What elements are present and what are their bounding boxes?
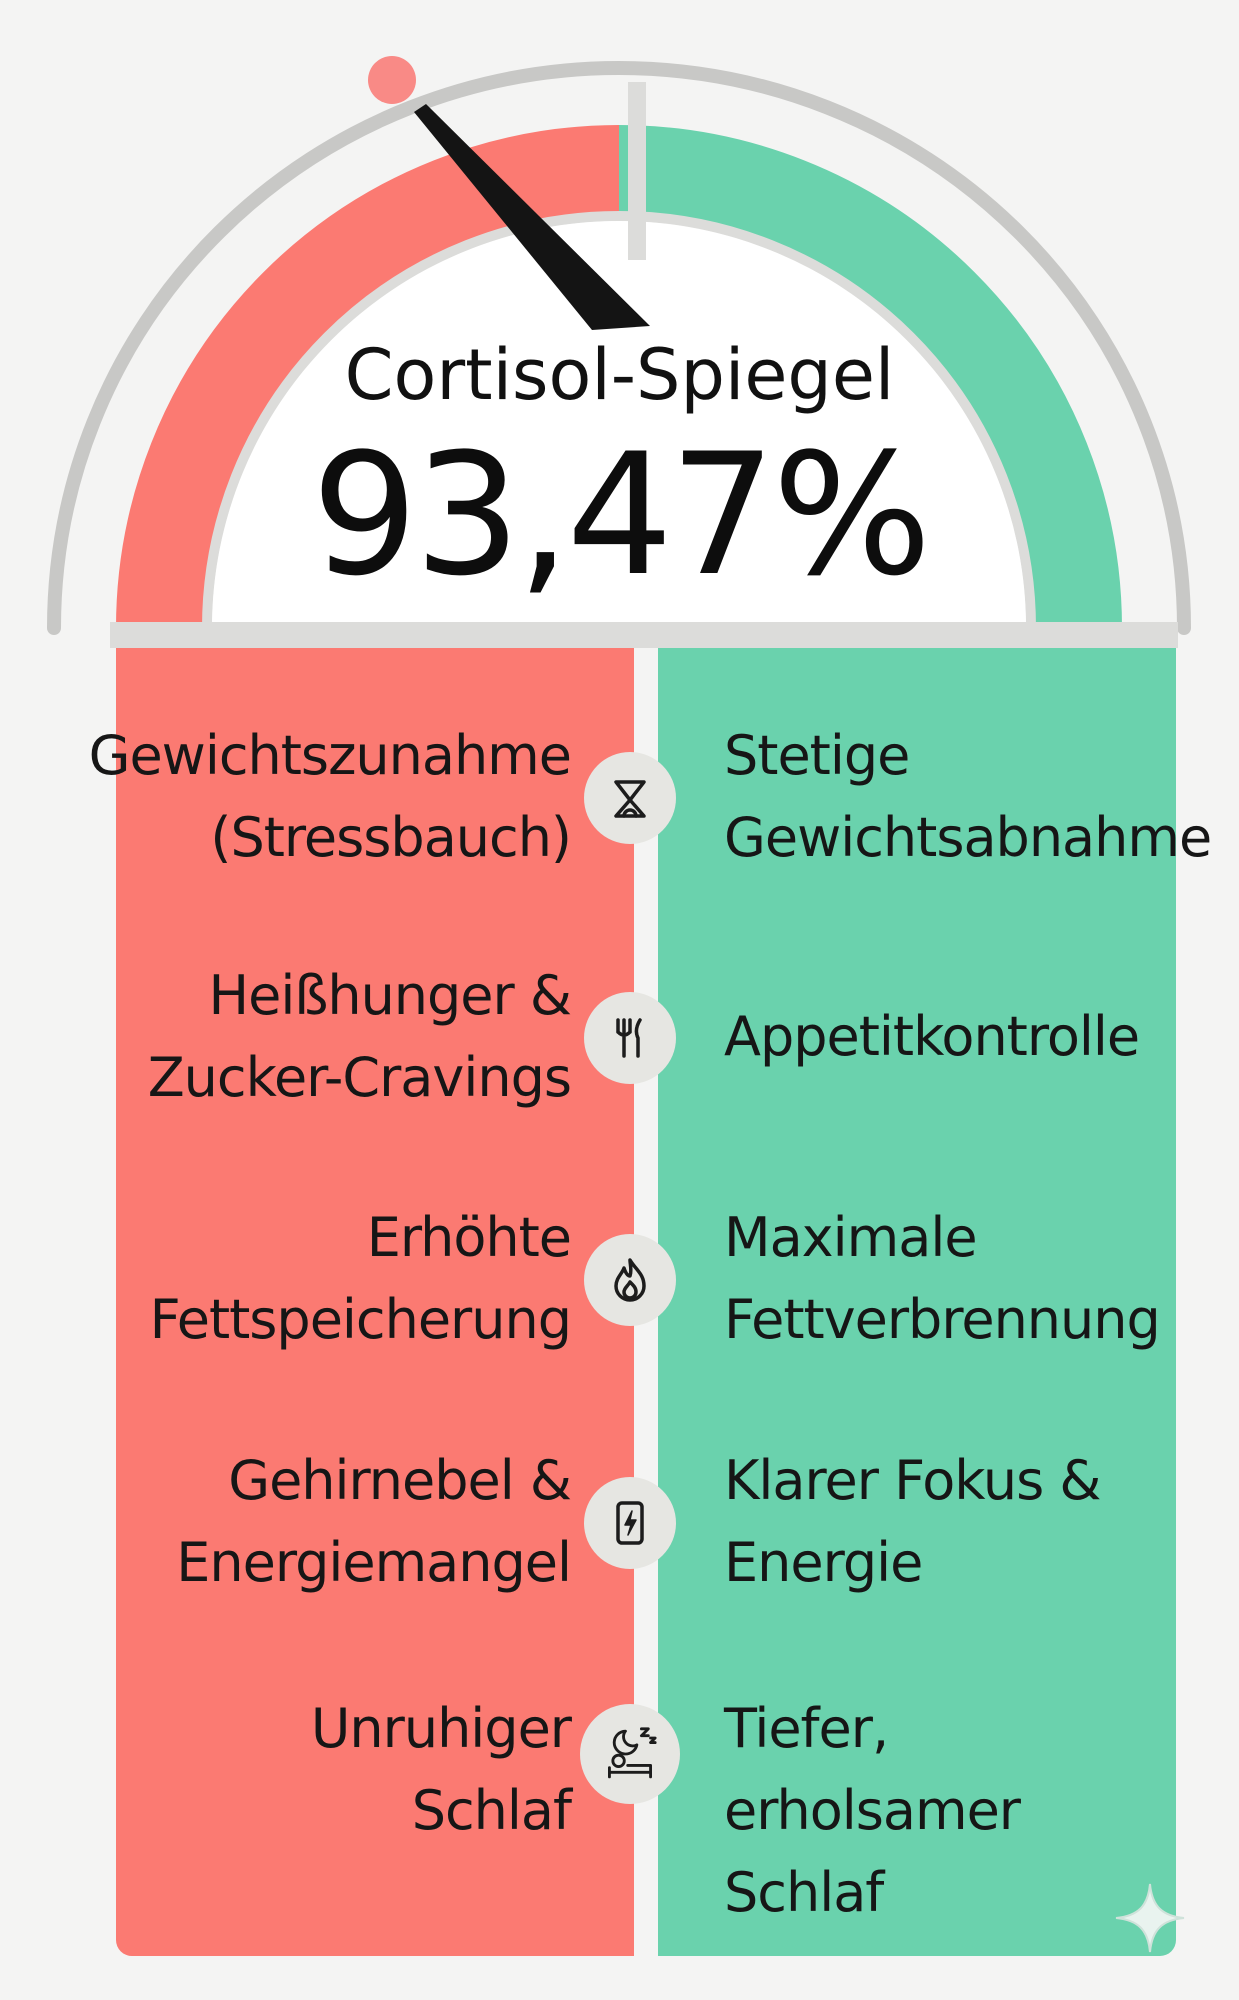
gauge-title: Cortisol-Spiegel <box>344 334 895 416</box>
high-cortisol-column <box>116 648 634 1956</box>
fork-knife-icon <box>584 992 676 1084</box>
gauge-value: 93,47% <box>311 417 932 613</box>
high-effect: Gewichtszunahme (Stressbauch) <box>88 724 572 869</box>
gauge-high-zone <box>116 125 620 629</box>
low-effect: Tiefer, erholsamer Schlaf <box>724 1697 1021 1924</box>
gauge-divider <box>628 82 646 260</box>
gauge-low-zone <box>618 125 1122 629</box>
gauge-outer-track <box>47 61 1191 635</box>
sleeping-person-icon <box>580 1704 680 1804</box>
low-effect: Maximale Fettverbrennung <box>724 1206 1161 1351</box>
low-effect: Stetige Gewichtsabnahme <box>724 724 1212 869</box>
gauge-center <box>212 221 1026 628</box>
gauge-inner-border <box>202 211 1036 629</box>
sparkle-icon <box>1115 1883 1185 1953</box>
phone-bolt-icon <box>584 1477 676 1569</box>
high-effect: Heißhunger & Zucker-Cravings <box>147 964 572 1109</box>
scale-icon <box>584 752 676 844</box>
low-cortisol-column <box>658 648 1176 1956</box>
gauge-baseline <box>110 622 1178 648</box>
high-effect: Erhöhte Fettspeicherung <box>149 1206 572 1351</box>
high-effect: Unruhiger Schlaf <box>310 1697 572 1842</box>
gauge-needle <box>414 104 650 330</box>
low-effect: Appetitkontrolle <box>724 1005 1140 1068</box>
gauge <box>47 56 1191 648</box>
gauge-indicator-dot <box>368 56 416 104</box>
high-effect: Gehirnebel & Energiemangel <box>176 1449 572 1594</box>
flame-icon <box>584 1234 676 1326</box>
low-effect: Klarer Fokus & Energie <box>724 1449 1102 1594</box>
